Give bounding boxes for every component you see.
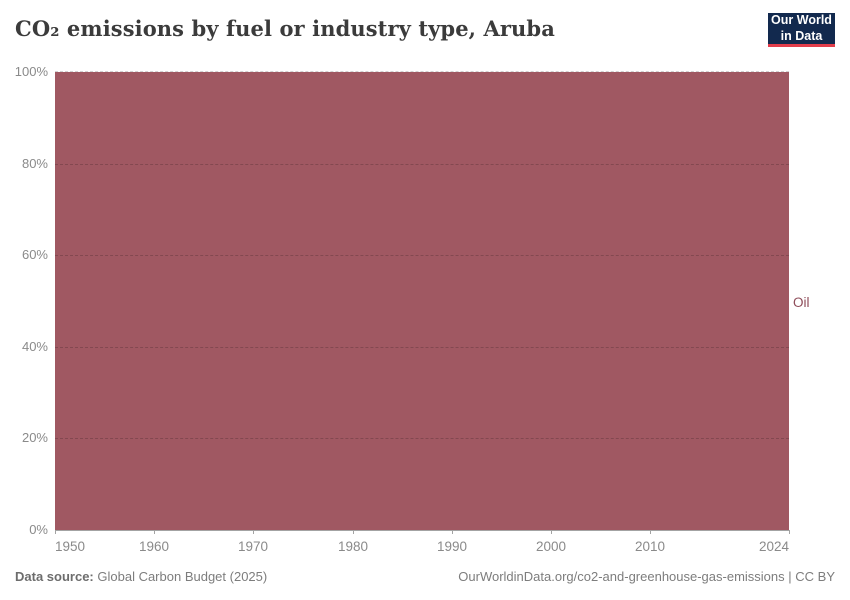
x-axis-line bbox=[55, 530, 790, 531]
x-tick-1980 bbox=[353, 530, 354, 534]
series-label-oil: Oil bbox=[793, 295, 810, 310]
gridline-80 bbox=[55, 164, 789, 165]
footer-data-source: Data source: Global Carbon Budget (2025) bbox=[15, 569, 267, 584]
x-tick-1990 bbox=[452, 530, 453, 534]
gridline-40 bbox=[55, 347, 789, 348]
plot-area bbox=[55, 71, 789, 530]
x-tick-1950 bbox=[55, 530, 56, 534]
y-axis-label-0: 0% bbox=[29, 522, 48, 537]
gridline-60 bbox=[55, 255, 789, 256]
x-axis-label-2024: 2024 bbox=[758, 539, 789, 554]
x-axis-label-1970: 1970 bbox=[237, 539, 269, 554]
data-source-label: Data source: bbox=[15, 569, 94, 584]
owid-logo[interactable]: Our World in Data bbox=[768, 13, 835, 47]
gridline-20 bbox=[55, 438, 789, 439]
y-axis-label-80: 80% bbox=[21, 156, 48, 171]
y-axis-label-20: 20% bbox=[21, 430, 48, 445]
x-axis-label-1980: 1980 bbox=[337, 539, 369, 554]
footer-attribution: OurWorldinData.org/co2-and-greenhouse-ga… bbox=[458, 569, 835, 584]
x-tick-2000 bbox=[551, 530, 552, 534]
x-axis-label-1960: 1960 bbox=[138, 539, 170, 554]
x-axis-label-1990: 1990 bbox=[436, 539, 468, 554]
x-axis-label-2000: 2000 bbox=[535, 539, 567, 554]
x-tick-2010 bbox=[650, 530, 651, 534]
y-axis-label-100: 100% bbox=[14, 64, 48, 79]
logo-line-1: Our World bbox=[771, 13, 832, 28]
page-title: CO₂ emissions by fuel or industry type, … bbox=[15, 16, 555, 41]
footer-license: | CC BY bbox=[788, 569, 835, 584]
x-tick-2024 bbox=[789, 530, 790, 534]
x-axis-label-2010: 2010 bbox=[634, 539, 666, 554]
area-series-oil[interactable] bbox=[55, 72, 789, 530]
gridline-100 bbox=[55, 71, 789, 72]
x-tick-1970 bbox=[253, 530, 254, 534]
data-source-link[interactable]: Global Carbon Budget (2025) bbox=[97, 569, 268, 584]
y-axis-label-60: 60% bbox=[21, 247, 48, 262]
logo-line-2: in Data bbox=[780, 28, 823, 43]
x-tick-1960 bbox=[154, 530, 155, 534]
x-axis-label-1950: 1950 bbox=[55, 539, 86, 554]
footer-url-link[interactable]: OurWorldinData.org/co2-and-greenhouse-ga… bbox=[458, 569, 785, 584]
y-axis-label-40: 40% bbox=[21, 339, 48, 354]
